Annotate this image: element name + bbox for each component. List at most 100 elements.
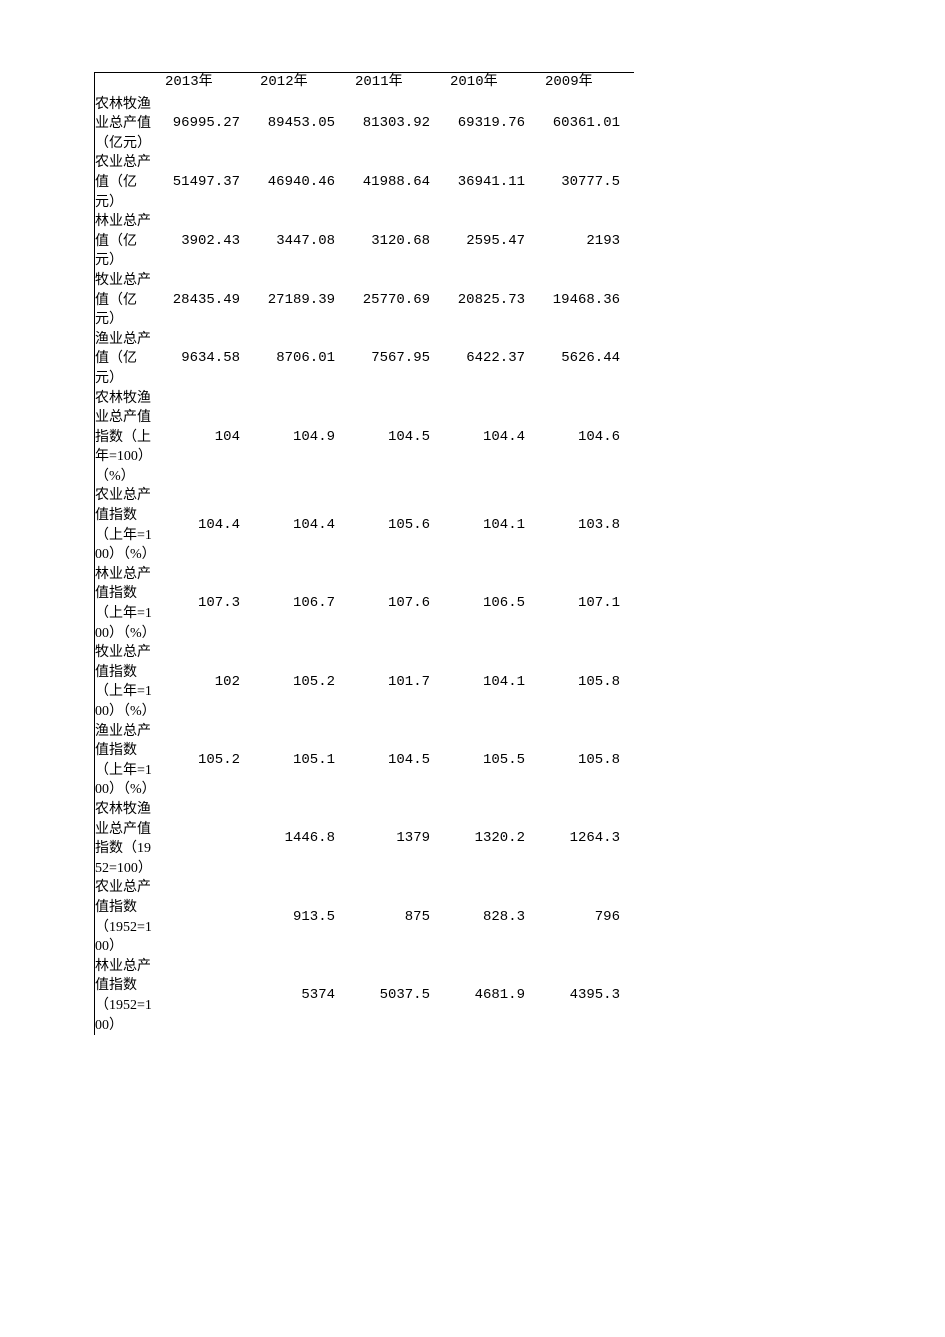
row-value: 1320.2 <box>444 800 539 878</box>
table-row: 林业总产值（亿元） 3902.43 3447.08 3120.68 2595.4… <box>95 212 634 271</box>
row-value: 828.3 <box>444 878 539 956</box>
row-value: 36941.11 <box>444 153 539 212</box>
header-2009: 2009年 <box>539 73 634 95</box>
row-value: 104 <box>159 389 254 487</box>
table-row: 林业总产值指数（1952=100） 5374 5037.5 4681.9 439… <box>95 957 634 1035</box>
row-value: 105.8 <box>539 722 634 800</box>
row-value: 105.5 <box>444 722 539 800</box>
table-body: 2013年 2012年 2011年 2010年 2009年 农林牧渔业总产值（亿… <box>95 73 634 1035</box>
row-label: 牧业总产值指数（上年=100）（%） <box>95 643 159 721</box>
table-row: 林业总产值指数（上年=100）（%） 107.3 106.7 107.6 106… <box>95 565 634 643</box>
row-value: 104.4 <box>159 486 254 564</box>
table-row: 农林牧渔业总产值指数（1952=100） 1446.8 1379 1320.2 … <box>95 800 634 878</box>
data-table-container: 2013年 2012年 2011年 2010年 2009年 农林牧渔业总产值（亿… <box>94 72 634 1035</box>
row-value: 81303.92 <box>349 95 444 154</box>
row-value: 105.2 <box>254 643 349 721</box>
row-value: 2595.47 <box>444 212 539 271</box>
header-2011: 2011年 <box>349 73 444 95</box>
row-value: 51497.37 <box>159 153 254 212</box>
row-label: 农林牧渔业总产值指数（1952=100） <box>95 800 159 878</box>
row-value: 106.5 <box>444 565 539 643</box>
table-row: 牧业总产值指数（上年=100）（%） 102 105.2 101.7 104.1… <box>95 643 634 721</box>
row-value: 3120.68 <box>349 212 444 271</box>
row-value: 875 <box>349 878 444 956</box>
row-value: 796 <box>539 878 634 956</box>
row-value: 105.1 <box>254 722 349 800</box>
row-value: 6422.37 <box>444 330 539 389</box>
table-row: 渔业总产值指数（上年=100）（%） 105.2 105.1 104.5 105… <box>95 722 634 800</box>
row-value: 102 <box>159 643 254 721</box>
header-2010: 2010年 <box>444 73 539 95</box>
row-value: 103.8 <box>539 486 634 564</box>
row-value <box>159 800 254 878</box>
row-value <box>159 957 254 1035</box>
row-value: 106.7 <box>254 565 349 643</box>
row-value: 107.1 <box>539 565 634 643</box>
row-value: 4681.9 <box>444 957 539 1035</box>
row-value: 5374 <box>254 957 349 1035</box>
table-row: 农业总产值（亿元） 51497.37 46940.46 41988.64 369… <box>95 153 634 212</box>
row-value: 4395.3 <box>539 957 634 1035</box>
table-row: 农林牧渔业总产值（亿元） 96995.27 89453.05 81303.92 … <box>95 95 634 154</box>
row-value: 27189.39 <box>254 271 349 330</box>
row-value: 60361.01 <box>539 95 634 154</box>
row-value <box>159 878 254 956</box>
row-value: 30777.5 <box>539 153 634 212</box>
row-value: 105.8 <box>539 643 634 721</box>
row-value: 107.6 <box>349 565 444 643</box>
row-value: 104.5 <box>349 389 444 487</box>
row-value: 104.9 <box>254 389 349 487</box>
row-value: 104.1 <box>444 643 539 721</box>
row-value: 69319.76 <box>444 95 539 154</box>
row-label: 农业总产值（亿元） <box>95 153 159 212</box>
row-label: 农业总产值指数（1952=100） <box>95 878 159 956</box>
row-value: 5626.44 <box>539 330 634 389</box>
row-value: 7567.95 <box>349 330 444 389</box>
row-label: 农林牧渔业总产值指数（上年=100）（%） <box>95 389 159 487</box>
row-value: 3447.08 <box>254 212 349 271</box>
row-value: 913.5 <box>254 878 349 956</box>
table-header-row: 2013年 2012年 2011年 2010年 2009年 <box>95 73 634 95</box>
row-value: 1264.3 <box>539 800 634 878</box>
row-value: 1379 <box>349 800 444 878</box>
document-page: 2013年 2012年 2011年 2010年 2009年 农林牧渔业总产值（亿… <box>0 0 945 1337</box>
row-value: 8706.01 <box>254 330 349 389</box>
row-value: 105.2 <box>159 722 254 800</box>
row-value: 9634.58 <box>159 330 254 389</box>
row-label: 渔业总产值指数（上年=100）（%） <box>95 722 159 800</box>
row-value: 104.4 <box>254 486 349 564</box>
row-value: 105.6 <box>349 486 444 564</box>
row-value: 101.7 <box>349 643 444 721</box>
row-value: 5037.5 <box>349 957 444 1035</box>
table-row: 农业总产值指数（上年=100）（%） 104.4 104.4 105.6 104… <box>95 486 634 564</box>
row-value: 3902.43 <box>159 212 254 271</box>
row-label: 林业总产值指数（上年=100）（%） <box>95 565 159 643</box>
row-value: 46940.46 <box>254 153 349 212</box>
row-value: 107.3 <box>159 565 254 643</box>
header-2012: 2012年 <box>254 73 349 95</box>
row-value: 19468.36 <box>539 271 634 330</box>
row-label: 农林牧渔业总产值（亿元） <box>95 95 159 154</box>
row-value: 20825.73 <box>444 271 539 330</box>
table-row: 渔业总产值（亿元） 9634.58 8706.01 7567.95 6422.3… <box>95 330 634 389</box>
row-label: 林业总产值指数（1952=100） <box>95 957 159 1035</box>
row-value: 104.5 <box>349 722 444 800</box>
row-value: 25770.69 <box>349 271 444 330</box>
row-value: 28435.49 <box>159 271 254 330</box>
row-value: 41988.64 <box>349 153 444 212</box>
row-label: 牧业总产值（亿元） <box>95 271 159 330</box>
row-value: 2193 <box>539 212 634 271</box>
header-2013: 2013年 <box>159 73 254 95</box>
row-value: 1446.8 <box>254 800 349 878</box>
row-label: 渔业总产值（亿元） <box>95 330 159 389</box>
row-value: 104.4 <box>444 389 539 487</box>
header-blank <box>95 73 159 95</box>
row-label: 农业总产值指数（上年=100）（%） <box>95 486 159 564</box>
agriculture-output-table: 2013年 2012年 2011年 2010年 2009年 农林牧渔业总产值（亿… <box>95 73 634 1035</box>
row-value: 104.6 <box>539 389 634 487</box>
row-value: 89453.05 <box>254 95 349 154</box>
table-row: 农业总产值指数（1952=100） 913.5 875 828.3 796 <box>95 878 634 956</box>
table-row: 农林牧渔业总产值指数（上年=100）（%） 104 104.9 104.5 10… <box>95 389 634 487</box>
table-row: 牧业总产值（亿元） 28435.49 27189.39 25770.69 208… <box>95 271 634 330</box>
row-value: 104.1 <box>444 486 539 564</box>
